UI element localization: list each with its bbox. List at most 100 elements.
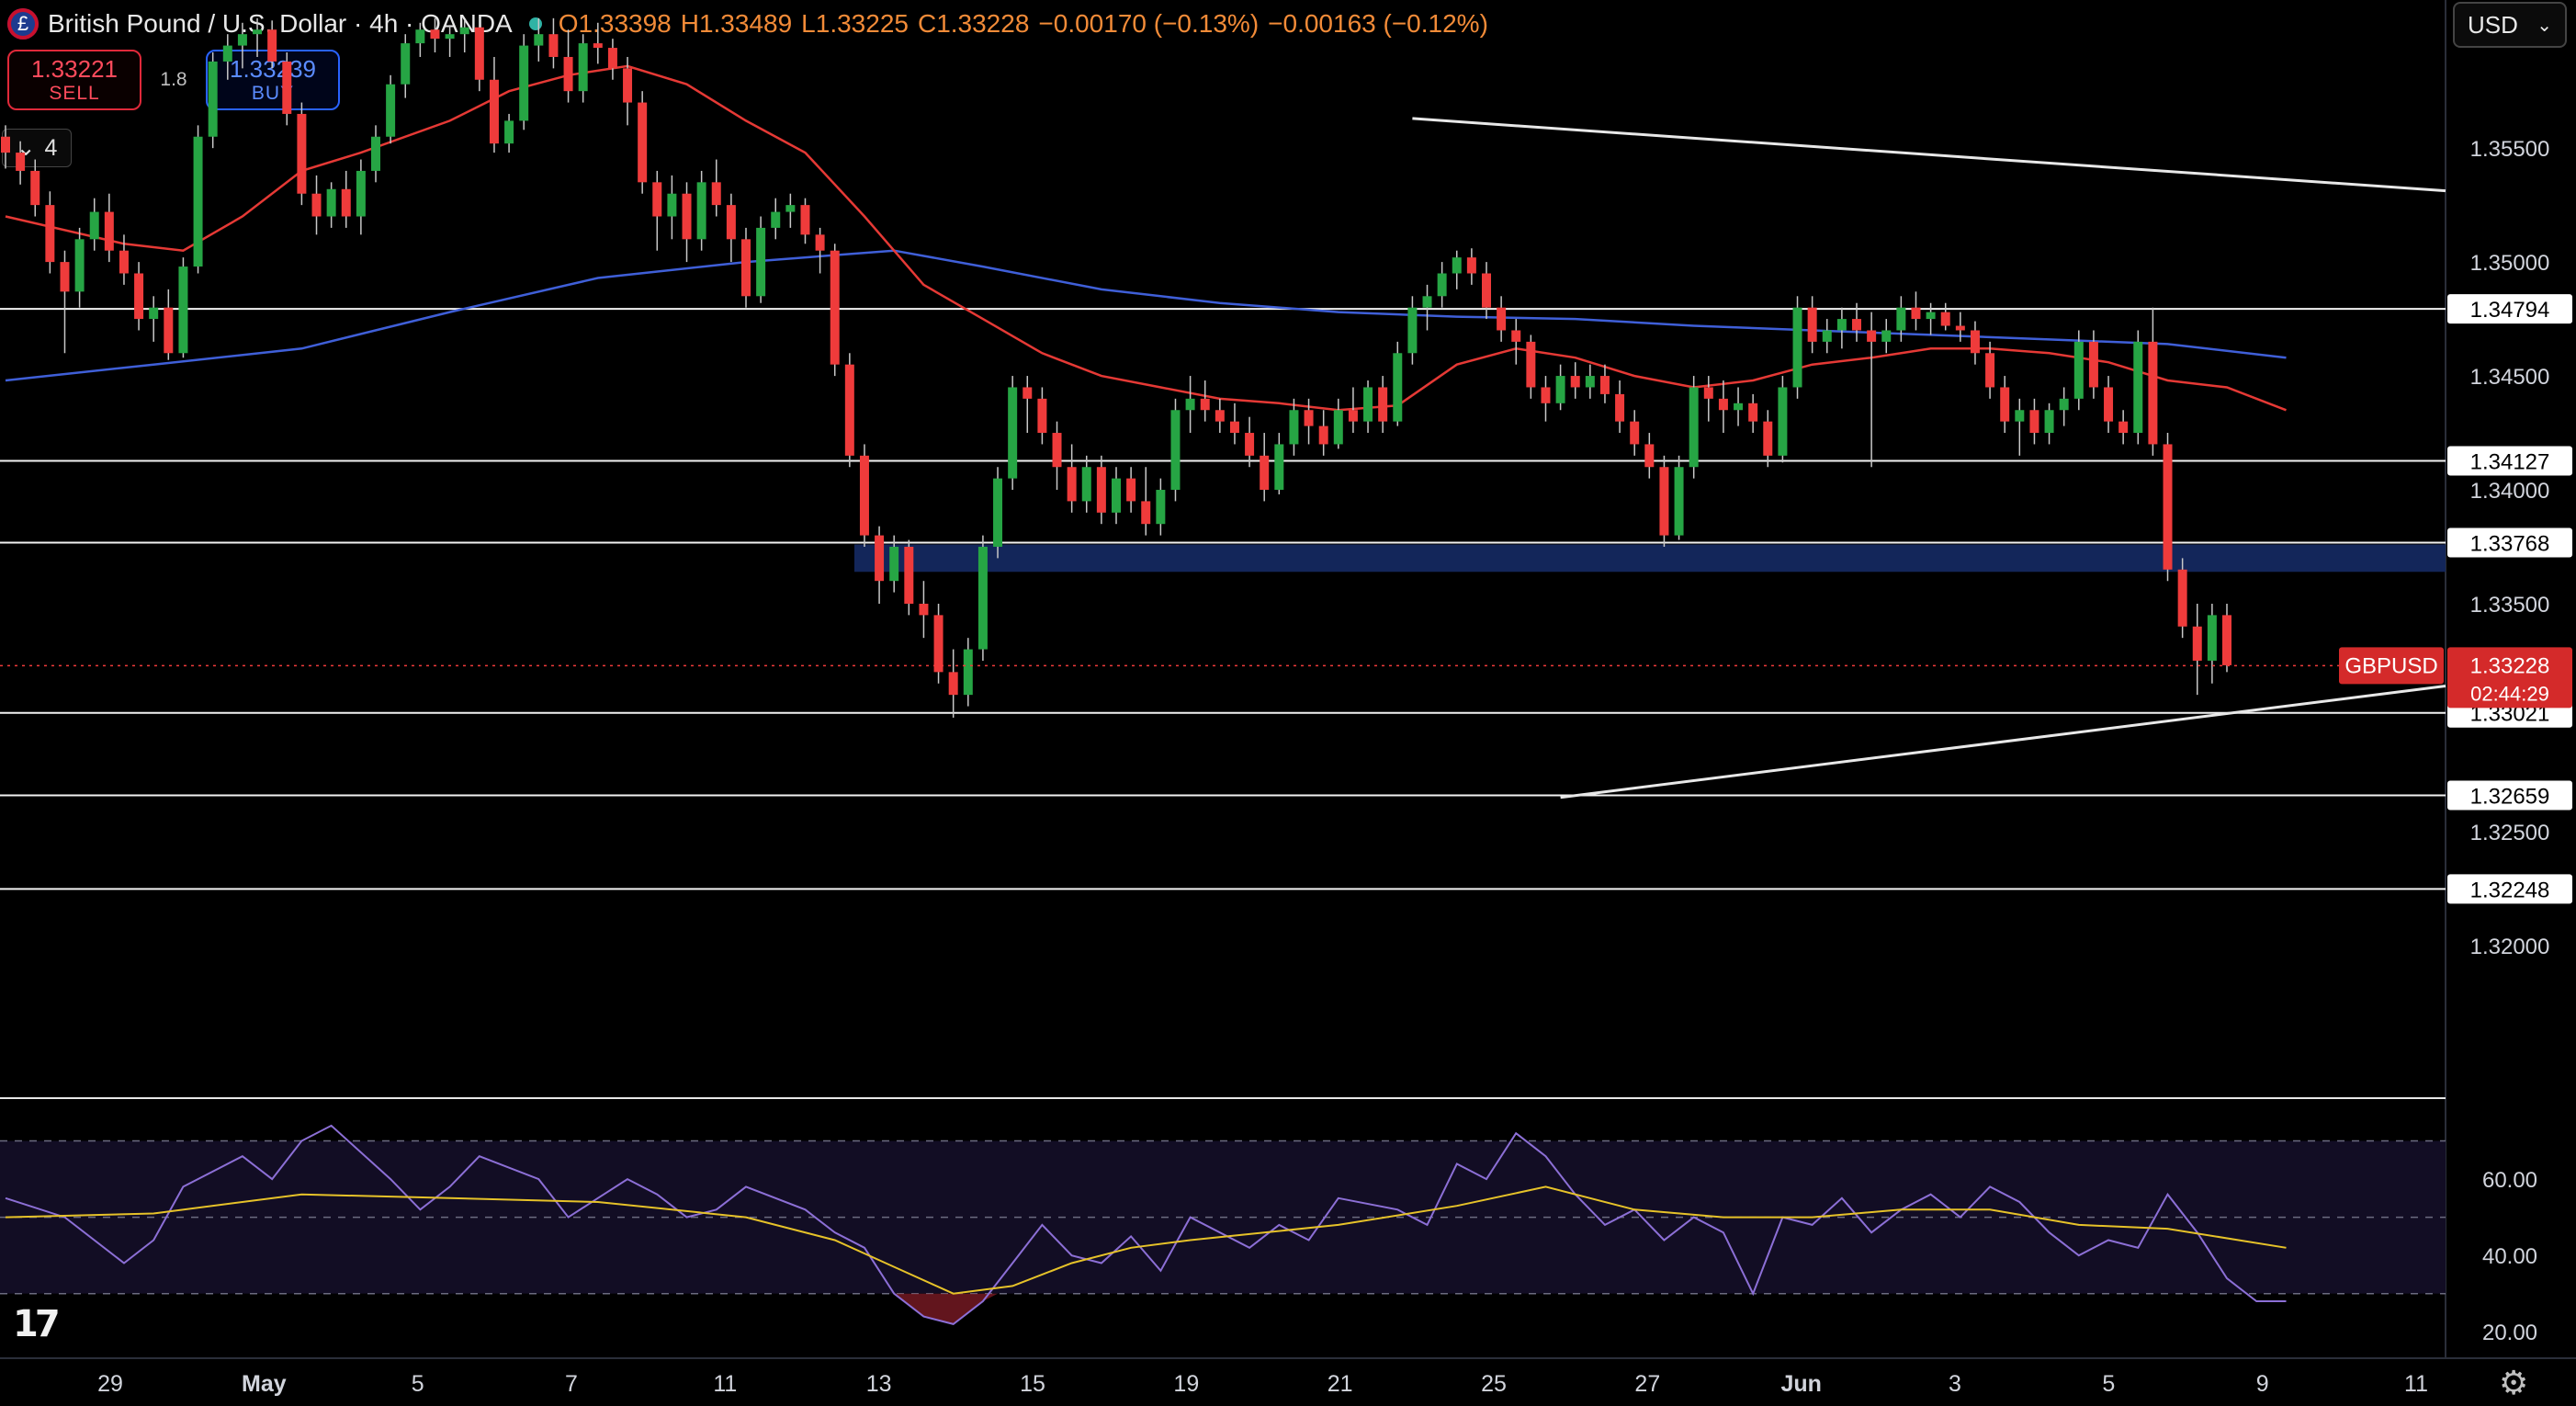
candle-body xyxy=(1274,444,1284,491)
candle-body xyxy=(1215,410,1225,422)
support-zone xyxy=(854,544,2446,573)
candle-body xyxy=(667,193,677,217)
candle-body xyxy=(430,29,440,40)
candle-body xyxy=(1748,403,1758,422)
price-tick-label: 1.32000 xyxy=(2470,935,2550,959)
candle-body xyxy=(1940,312,1950,326)
candle-body xyxy=(756,227,766,297)
candle-body xyxy=(815,234,825,251)
candle-body xyxy=(237,34,247,46)
settings-gear-icon[interactable]: ⚙ xyxy=(2499,1364,2529,1401)
candle-body xyxy=(741,239,751,297)
time-tick-label: 25 xyxy=(1481,1371,1507,1397)
price-tick-label: 1.32500 xyxy=(2470,821,2550,845)
candle-body xyxy=(638,102,648,183)
time-tick-label: 13 xyxy=(866,1371,892,1397)
candle-body xyxy=(1452,257,1462,274)
candle-body xyxy=(1896,307,1906,331)
candle-body xyxy=(1526,341,1536,388)
candle-body xyxy=(2073,341,2084,399)
candle-body xyxy=(682,193,692,240)
candle-body xyxy=(977,547,988,650)
candle-body xyxy=(1200,398,1210,411)
candle-body xyxy=(696,182,706,240)
candle-body xyxy=(785,205,796,212)
candle-body xyxy=(1674,467,1684,536)
candle-body xyxy=(1778,387,1788,456)
candle-body xyxy=(253,29,263,35)
candle-body xyxy=(178,266,188,354)
candle-body xyxy=(1970,330,1980,354)
candle-body xyxy=(652,182,662,217)
time-tick-label: 5 xyxy=(2102,1371,2115,1397)
candle-body xyxy=(726,205,736,240)
candle-body xyxy=(415,29,425,44)
symbol-tag-box xyxy=(2339,647,2444,685)
candle-body xyxy=(326,188,336,217)
time-tick-label: Jun xyxy=(1780,1371,1821,1397)
candle-body xyxy=(2177,569,2187,627)
level-label-box xyxy=(2447,874,2572,904)
time-tick-label: 27 xyxy=(1634,1371,1660,1397)
candle-body xyxy=(1348,410,1358,422)
candle-body xyxy=(1541,387,1551,403)
symbol-tag: GBPUSD xyxy=(2344,653,2437,678)
candle-body xyxy=(1555,376,1565,403)
time-tick-label: 11 xyxy=(713,1371,737,1397)
candle-body xyxy=(1511,330,1521,342)
candle-body xyxy=(1807,307,1817,342)
level-label: 1.34127 xyxy=(2470,450,2550,475)
sell-button[interactable]: 1.33221 SELL xyxy=(7,50,141,110)
candle-body xyxy=(1630,421,1640,445)
candle-body xyxy=(1659,467,1669,536)
candle-body xyxy=(844,364,854,456)
candle-body xyxy=(356,170,366,217)
candle-body xyxy=(1836,319,1847,331)
candle-body xyxy=(74,239,85,292)
time-tick-label: May xyxy=(242,1371,287,1397)
candle-body xyxy=(1141,501,1151,525)
indicators-collapse-button[interactable]: ⌄ 4 xyxy=(2,129,72,167)
candle-body xyxy=(2088,341,2098,388)
candle-body xyxy=(963,649,973,696)
price-tick-label: 1.34000 xyxy=(2470,479,2550,504)
candle-body xyxy=(119,250,129,274)
candle-body xyxy=(1126,478,1136,502)
candle-body xyxy=(474,27,484,80)
candle-body xyxy=(208,61,218,137)
candle-body xyxy=(1585,376,1595,388)
currency-select[interactable]: USD ⌄ xyxy=(2453,2,2567,48)
candle-body xyxy=(2015,410,2025,422)
level-label-box xyxy=(2447,780,2572,811)
candle-body xyxy=(149,307,159,320)
candle-body xyxy=(1052,433,1062,468)
candle-body xyxy=(1245,433,1255,456)
candle-body xyxy=(164,307,174,354)
candle-body xyxy=(2118,421,2129,434)
candle-body xyxy=(2207,615,2217,661)
current-price-label: 1.33228 xyxy=(2470,653,2550,678)
candle-body xyxy=(1229,421,1239,434)
ohlc-high: H1.33489 xyxy=(680,9,793,38)
candle-body xyxy=(89,211,99,240)
candle-body xyxy=(222,45,232,62)
trendline xyxy=(1560,685,2446,799)
candle-body xyxy=(800,205,810,235)
candle-body xyxy=(607,48,617,69)
candle-body xyxy=(578,43,588,92)
time-tick-label: 29 xyxy=(97,1371,123,1397)
rsi-tick-label: 60.00 xyxy=(2482,1168,2537,1193)
candle-body xyxy=(1911,307,1921,320)
candle-body xyxy=(341,188,351,217)
candle-body xyxy=(1437,273,1447,297)
candle-body xyxy=(445,34,455,40)
time-tick-label: 11 xyxy=(2404,1371,2428,1397)
candle-body xyxy=(1985,353,1995,388)
level-label: 1.33768 xyxy=(2470,532,2550,557)
candle-body xyxy=(311,193,322,217)
level-label-box xyxy=(2447,527,2572,558)
candle-body xyxy=(771,211,781,228)
candle-body xyxy=(1037,398,1047,434)
candle-body xyxy=(859,455,869,536)
